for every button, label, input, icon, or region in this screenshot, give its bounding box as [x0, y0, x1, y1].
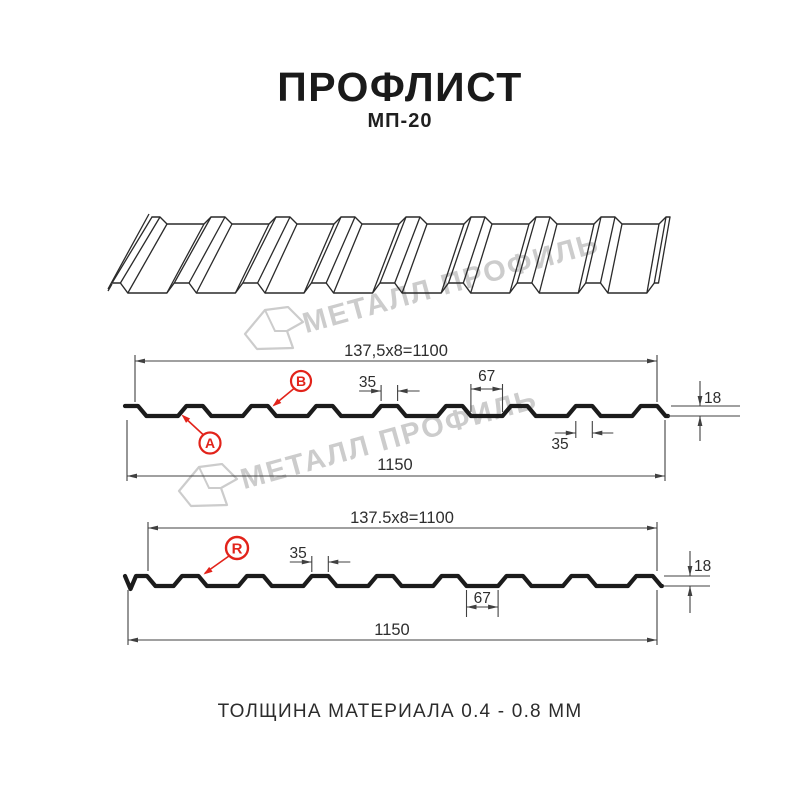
- dim-label-rib-top: 35: [290, 545, 307, 562]
- dim-label-1150: 1150: [374, 621, 409, 639]
- marker-a-circle: [198, 431, 222, 455]
- dim-label-rib-top: 35: [359, 374, 376, 391]
- dim-label-137,5x8=1100: 137,5x8=1100: [344, 342, 448, 360]
- dim-label-valley: 67: [478, 368, 495, 385]
- profile-model-subtitle: МП-20: [367, 110, 433, 132]
- dim-label-valley: 67: [474, 590, 491, 607]
- page-title: ПРОФЛИСТ: [277, 64, 523, 110]
- profile-diagram-b: 137,5x8=1100 1150 35 67 35 18 A B: [122, 342, 740, 481]
- marker-b-label: B: [296, 373, 306, 389]
- marker-a-label: A: [205, 435, 215, 451]
- marker-b-circle: [289, 369, 313, 393]
- profile-diagram-r: 137.5x8=1100 1150 35 67 18 R: [122, 509, 711, 645]
- dim-label-rib-top-right: 35: [551, 436, 568, 453]
- dim-label-1150: 1150: [377, 456, 412, 474]
- dim-label-height: 18: [694, 558, 711, 575]
- marker-r-label: R: [232, 541, 243, 558]
- dim-label-137.5x8=1100: 137.5x8=1100: [350, 509, 454, 527]
- sheet-3d-drawing: [107, 213, 671, 294]
- metall-profil-logo-watermark: [177, 463, 239, 508]
- dim-label-height: 18: [704, 390, 721, 407]
- metall-profil-logo-watermark: [243, 306, 305, 351]
- material-thickness-note: ТОЛЩИНА МАТЕРИАЛА 0.4 - 0.8 ММ: [217, 701, 583, 722]
- marker-r-circle: [224, 535, 250, 561]
